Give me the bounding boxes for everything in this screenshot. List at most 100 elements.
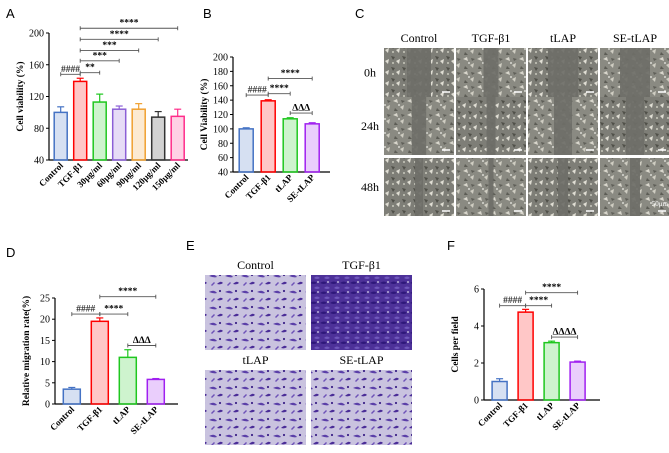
wound-gap — [630, 158, 640, 216]
chart-f-category-label: TGF-β1 — [501, 400, 530, 429]
chart-d-bar — [146, 378, 166, 405]
wound-row-label: 48h — [361, 180, 379, 194]
chart-d-bar — [62, 388, 82, 405]
chart-b-sig-label: ΔΔΔ — [292, 104, 310, 114]
wound-column-label: TGF-β1 — [472, 31, 511, 45]
chart-a-bar — [170, 115, 185, 161]
chart-b-sig-label: **** — [281, 69, 300, 79]
transwell-micrograph — [311, 275, 412, 350]
chart-d-ylabel: Relative migration rate(%) — [21, 296, 32, 406]
panel-letter: E — [186, 238, 195, 253]
chart-f-ytick-label: 4 — [474, 322, 479, 333]
chart-d-ytick-label: 5 — [45, 378, 50, 389]
wound-gap — [486, 97, 496, 155]
chart-d-bar — [90, 320, 110, 405]
panel-letter: C — [355, 6, 364, 21]
chart-d-sig-label: ΔΔΔ — [133, 336, 151, 346]
chart-b-ytick-label: 200 — [213, 53, 228, 64]
chart-d-bar — [118, 356, 138, 405]
chart-f-sig-label: #### — [503, 296, 522, 306]
chart-d: 0 5 10 15 20 25 Relative migration rate(%) Cont… — [21, 287, 178, 436]
chart-b-ytick-label: 60 — [218, 153, 228, 164]
chart-a-sig-label: *** — [93, 51, 108, 61]
transwell-micrograph — [205, 275, 306, 350]
wound-gap — [415, 158, 423, 216]
chart-f-ytick-label: 2 — [474, 359, 479, 370]
wound-gap — [411, 97, 427, 155]
panel-letter: F — [447, 238, 455, 253]
wound-gap — [483, 48, 499, 97]
chart-f-ytick-label: 0 — [474, 396, 479, 407]
chart-a-sig-label: *** — [102, 41, 117, 51]
chart-f-ylabel: Cells per field — [451, 316, 461, 373]
chart-b-sig-label: **** — [270, 84, 289, 94]
chart-a-ytick-label: 120 — [29, 92, 44, 103]
chart-a-bar — [150, 116, 166, 161]
transwell-micrograph — [205, 370, 306, 445]
transwell-micrograph — [311, 370, 412, 445]
chart-b-ytick-label: 180 — [213, 67, 228, 78]
chart-b-sig-label: #### — [248, 86, 267, 96]
transwell-panel: Control TGF-β1 tLAP SE-tLAP — [205, 258, 412, 445]
chart-b-bar — [238, 128, 254, 173]
wound-gap — [407, 48, 431, 97]
chart-b-bar — [260, 100, 276, 173]
wound-gap — [626, 97, 644, 155]
chart-f-category-label: SE-tLAP — [550, 400, 582, 432]
chart-f-sig-label: **** — [542, 283, 561, 293]
chart-f-bar — [517, 311, 534, 401]
chart-b-ytick-label: 40 — [218, 168, 228, 179]
chart-f-category-label: tLAP — [534, 400, 556, 422]
chart-f-bar — [543, 341, 560, 401]
chart-d-category-label: TGF-β1 — [75, 404, 104, 433]
chart-a-ytick-label: 160 — [29, 60, 44, 71]
chart-d-category-label: Control — [48, 404, 77, 433]
transwell-label: TGF-β1 — [342, 258, 381, 272]
chart-a-bar — [53, 111, 68, 161]
chart-a-ytick-label: 200 — [29, 29, 44, 40]
chart-d-ytick-label: 10 — [40, 357, 50, 368]
chart-d-ytick-label: 0 — [45, 400, 50, 411]
chart-b-ytick-label: 80 — [218, 139, 228, 150]
chart-d-ytick-label: 25 — [40, 294, 50, 305]
chart-b-ylabel: Cell Viability (%) — [199, 79, 210, 151]
chart-d-category-label: tLAP — [110, 404, 132, 426]
wound-gap — [558, 158, 568, 216]
chart-a-ylabel: Cell viability (%) — [15, 61, 26, 131]
wound-gap — [554, 97, 572, 155]
chart-a-sig-label: #### — [61, 65, 80, 75]
chart-a-sig-label: **** — [119, 19, 138, 29]
transwell-label: Control — [237, 258, 274, 272]
chart-d-sig-label: **** — [104, 305, 123, 315]
panel-letter: B — [203, 6, 212, 21]
chart-b-ytick-label: 160 — [213, 81, 228, 92]
chart-a-bar — [111, 108, 127, 161]
chart-b-bar — [282, 118, 298, 173]
wound-column-label: Control — [401, 31, 438, 45]
chart-d-category-label: SE-tLAP — [128, 404, 160, 436]
wound-gap — [548, 48, 578, 97]
chart-a-sig-label: **** — [110, 30, 129, 40]
chart-d-sig-label: #### — [76, 305, 95, 315]
wound-row-label: 0h — [364, 66, 376, 80]
transwell-label: tLAP — [242, 353, 268, 367]
chart-b-bar — [304, 123, 320, 173]
panel-letter: A — [6, 6, 15, 21]
chart-a-bar — [131, 108, 146, 161]
chart-b: 40 60 80 100 120 140 160 180 200 Cell Viability (… — [199, 53, 330, 204]
chart-a-ytick-label: 80 — [34, 124, 44, 135]
wound-row-label: 24h — [361, 119, 379, 133]
chart-f-ytick-label: 6 — [474, 285, 479, 296]
chart-a-bar — [92, 101, 107, 161]
chart-d-ytick-label: 15 — [40, 336, 50, 347]
wound-gap — [488, 158, 494, 216]
chart-d-sig-label: **** — [118, 287, 137, 297]
wound-gap — [620, 48, 650, 97]
wound-column-label: SE-tLAP — [613, 31, 657, 45]
panel-letters: A B C D E F — [6, 6, 455, 260]
chart-b-ytick-label: 100 — [213, 124, 228, 135]
chart-f-bar — [491, 380, 508, 401]
chart-b-ytick-label: 140 — [213, 96, 228, 107]
